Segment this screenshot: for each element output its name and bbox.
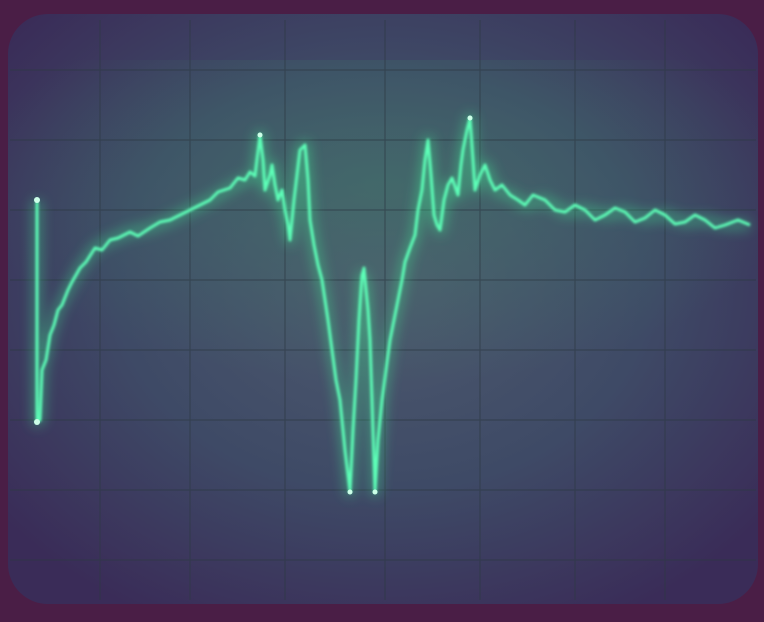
trace-highlights bbox=[34, 115, 473, 495]
graticule bbox=[10, 20, 756, 600]
trace bbox=[32, 113, 751, 497]
